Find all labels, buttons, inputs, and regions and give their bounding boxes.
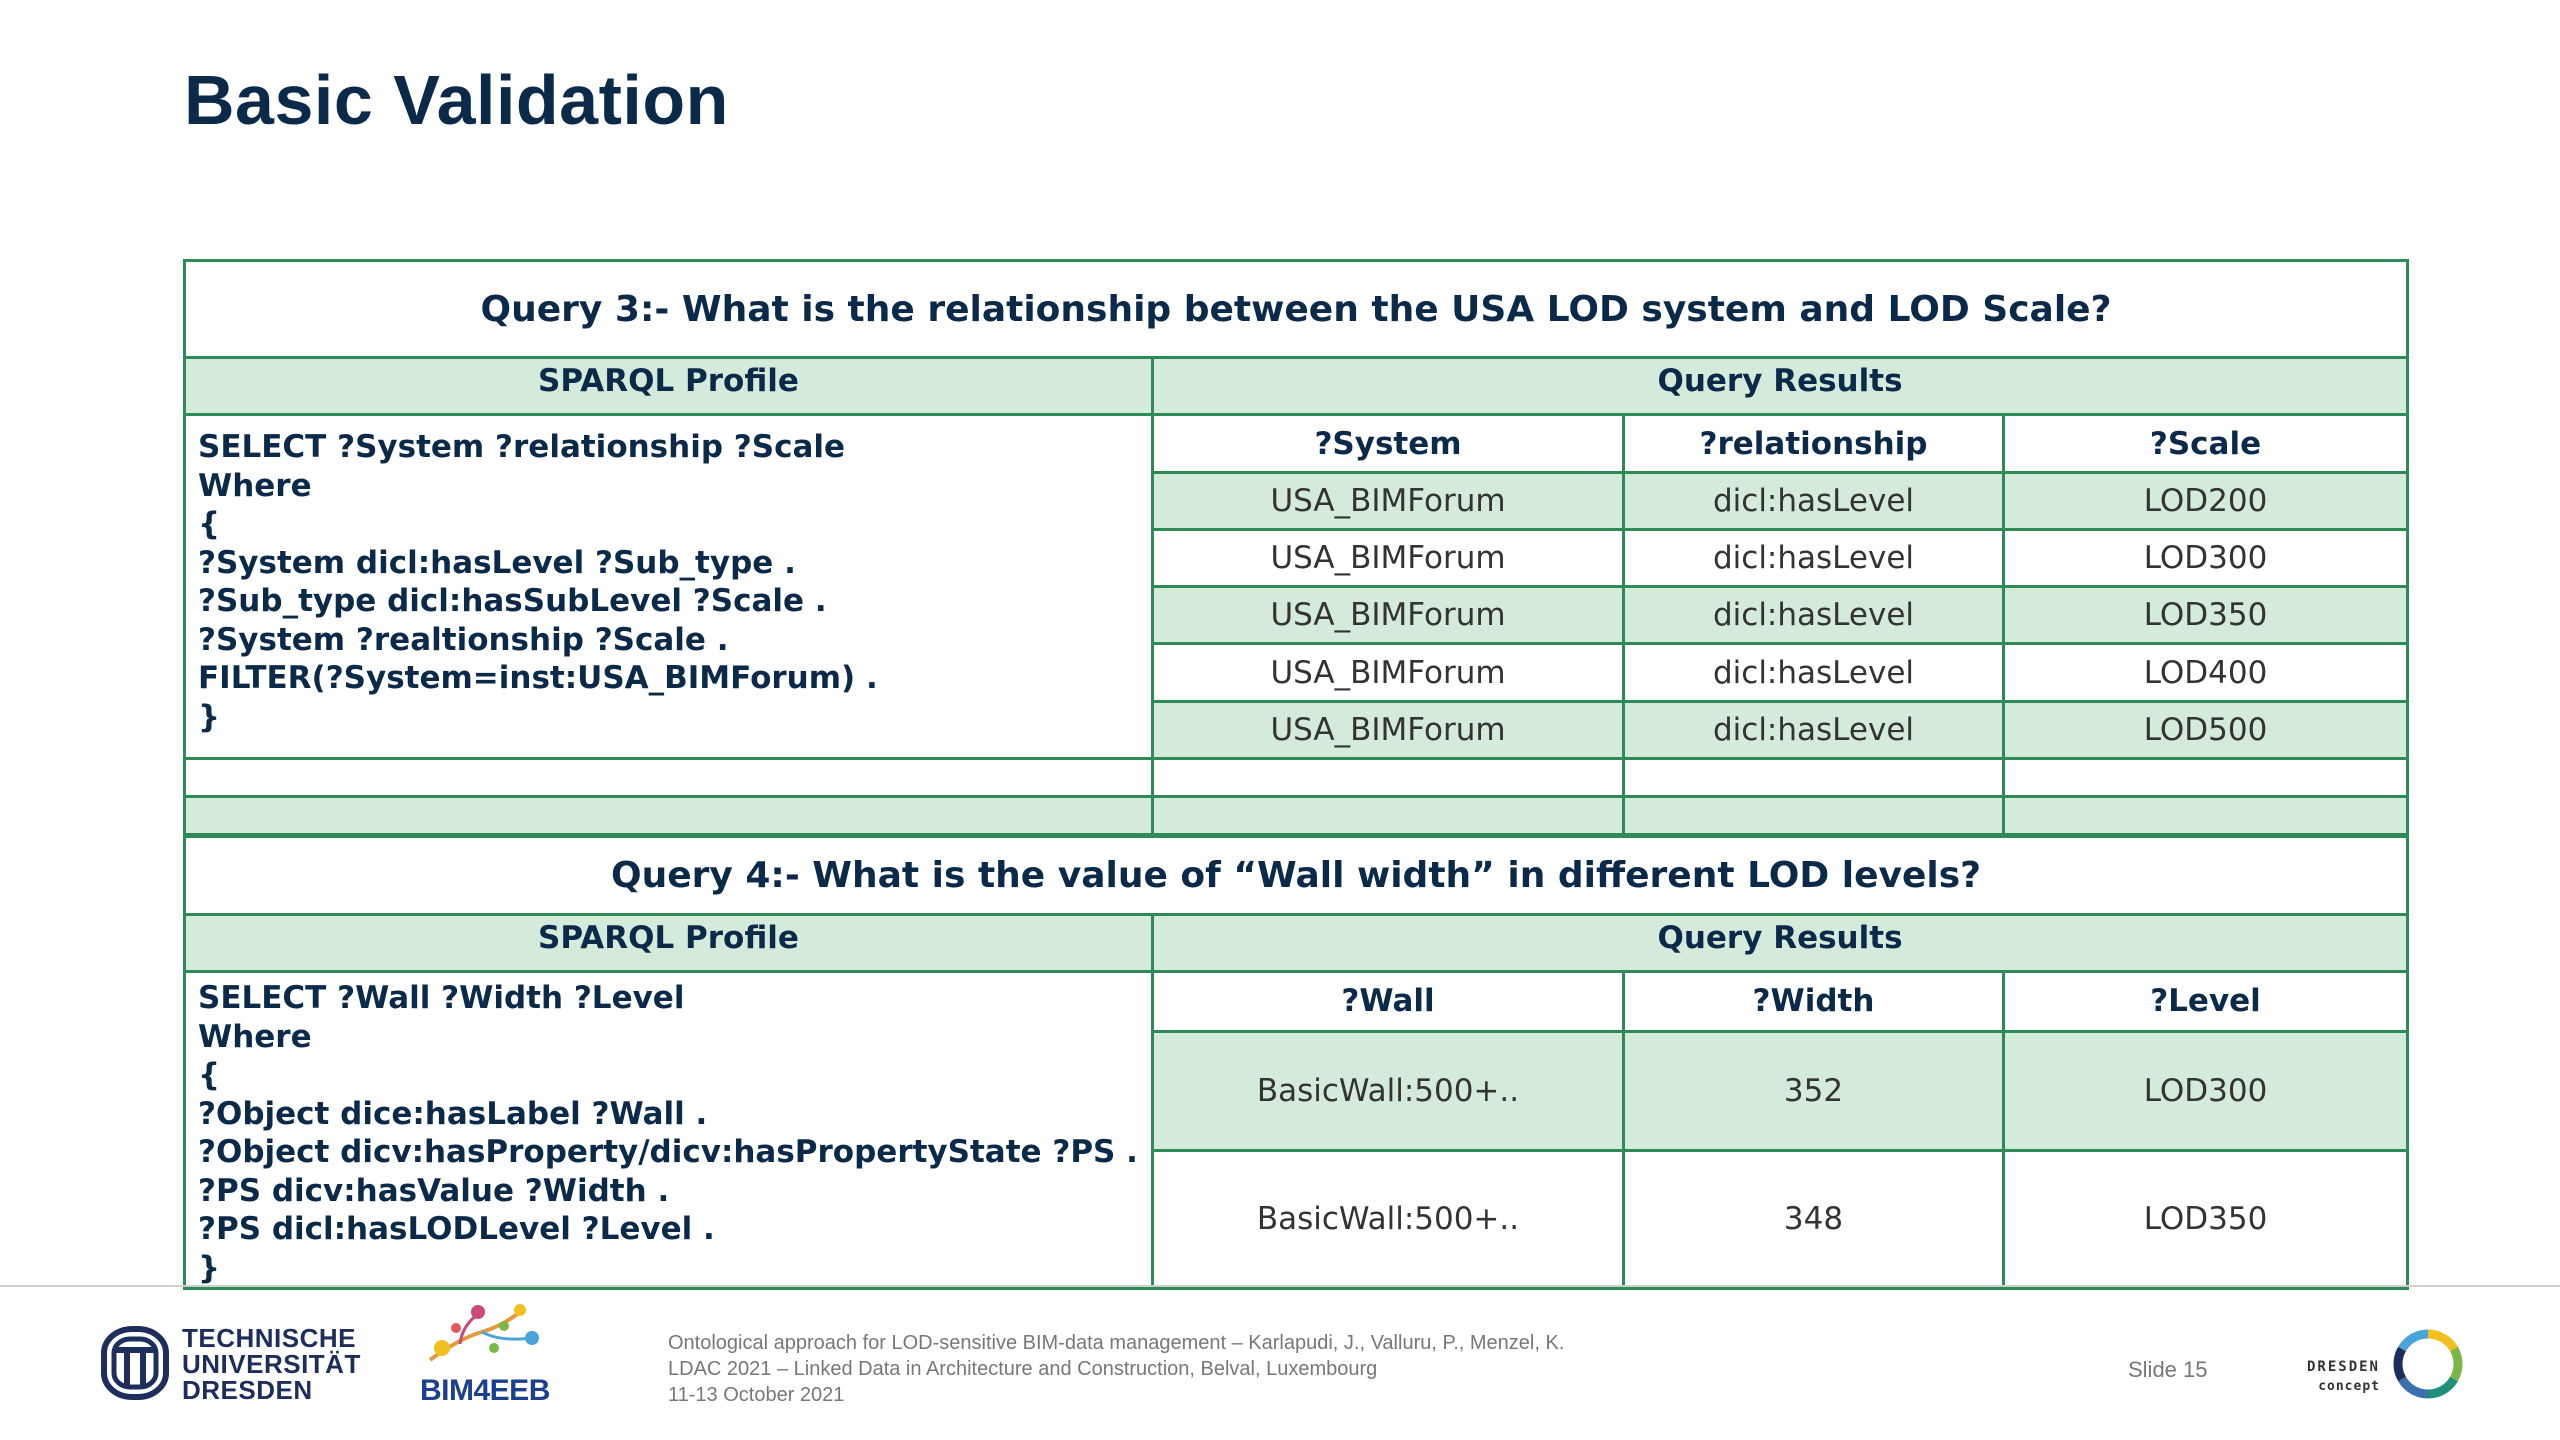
query3-cell: dicl:hasLevel	[1622, 528, 2005, 588]
query4-sparql-header: SPARQL Profile	[183, 913, 1154, 973]
table-row: USA_BIMForum dicl:hasLevel LOD400	[185, 642, 2410, 703]
query3-cell: dicl:hasLevel	[1622, 585, 2005, 645]
citation: Ontological approach for LOD-sensitive B…	[668, 1330, 1564, 1408]
query3-sparql-header: SPARQL Profile	[183, 356, 1154, 416]
empty-row	[183, 795, 2410, 836]
query4-cell: 352	[1622, 1029, 2005, 1152]
empty-row	[183, 757, 2410, 798]
table-row: BasicWall:500+.. 348 LOD350	[185, 1148, 2410, 1291]
tu-line: UNIVERSITÄT	[182, 1349, 361, 1379]
page-title: Basic Validation	[184, 61, 729, 139]
query3-cell: dicl:hasLevel	[1622, 642, 2005, 703]
citation-line: Ontological approach for LOD-sensitive B…	[668, 1332, 1565, 1354]
query4-col-header: ?Wall	[1151, 970, 1625, 1033]
query3-table: Query 3:- What is the relationship betwe…	[182, 259, 2410, 836]
query3-results-header: Query Results	[1150, 356, 2410, 416]
query3-cell: USA_BIMForum	[1151, 471, 1625, 531]
citation-line: LDAC 2021 – Linked Data in Architecture …	[668, 1358, 1378, 1380]
query3-sparql-code: SELECT ?System ?relationship ?Scale Wher…	[183, 413, 1154, 760]
query4-cell: BasicWall:500+..	[1151, 1148, 1625, 1291]
bim4eeb-tree-logo-icon	[428, 1304, 539, 1362]
query3-cell: USA_BIMForum	[1151, 642, 1625, 703]
query4-cell: BasicWall:500+..	[1151, 1029, 1625, 1152]
tu-line: TECHNISCHE	[182, 1323, 357, 1353]
query3-cell: dicl:hasLevel	[1622, 700, 2005, 760]
bim4eeb-wordmark: BIM4EEB	[420, 1374, 550, 1407]
query3-col-header: ?Scale	[2001, 413, 2410, 474]
tu-line: DRESDEN	[182, 1375, 313, 1405]
slide-number: Slide 15	[2128, 1357, 2208, 1382]
query3-col-header: ?System	[1151, 413, 1625, 474]
query3-cell: USA_BIMForum	[1151, 700, 1625, 760]
query4-col-header: ?Width	[1622, 970, 2005, 1033]
query4-cell: 348	[1622, 1148, 2005, 1291]
query3-cell: dicl:hasLevel	[1622, 471, 2005, 531]
query3-cell: LOD200	[2001, 471, 2410, 531]
citation-line: 11-13 October 2021	[668, 1384, 845, 1406]
query4-cell: LOD300	[2001, 1029, 2410, 1152]
dd-line: concept	[2318, 1379, 2380, 1394]
query3-cell: LOD500	[2001, 700, 2410, 760]
query3-cell: LOD300	[2001, 528, 2410, 588]
query4-sparql-code: SELECT ?Wall ?Width ?Level Where { ?Obje…	[183, 970, 1154, 1290]
query4-col-header: ?Level	[2001, 970, 2410, 1033]
footer-divider	[0, 1285, 2560, 1287]
table-row: USA_BIMForum dicl:hasLevel LOD300	[185, 528, 2410, 588]
table-row: USA_BIMForum dicl:hasLevel LOD200	[184, 471, 2410, 531]
query3-cell: USA_BIMForum	[1151, 528, 1625, 588]
query3-cell: LOD350	[2001, 585, 2410, 645]
query3-col-header: ?relationship	[1622, 413, 2005, 474]
dd-line: DRESDEN	[2306, 1359, 2380, 1375]
query4-table: Query 4:- What is the value of “Wall wid…	[182, 835, 2410, 1291]
query3-cell: LOD400	[2001, 642, 2410, 703]
dresden-concept-wordmark: DRESDEN concept	[2300, 1357, 2380, 1397]
query4-cell: LOD350	[2001, 1148, 2410, 1291]
query3-cell: USA_BIMForum	[1151, 585, 1625, 645]
query3-title: Query 3:- What is the relationship betwe…	[182, 259, 2410, 359]
tu-dresden-wordmark: TECHNISCHE UNIVERSITÄT DRESDEN	[182, 1325, 361, 1403]
dresden-concept-logo-icon	[2393, 1329, 2463, 1399]
tu-dresden-logo-icon	[101, 1326, 169, 1400]
query4-results-header: Query Results	[1150, 913, 2410, 973]
query4-title: Query 4:- What is the value of “Wall wid…	[182, 835, 2410, 916]
